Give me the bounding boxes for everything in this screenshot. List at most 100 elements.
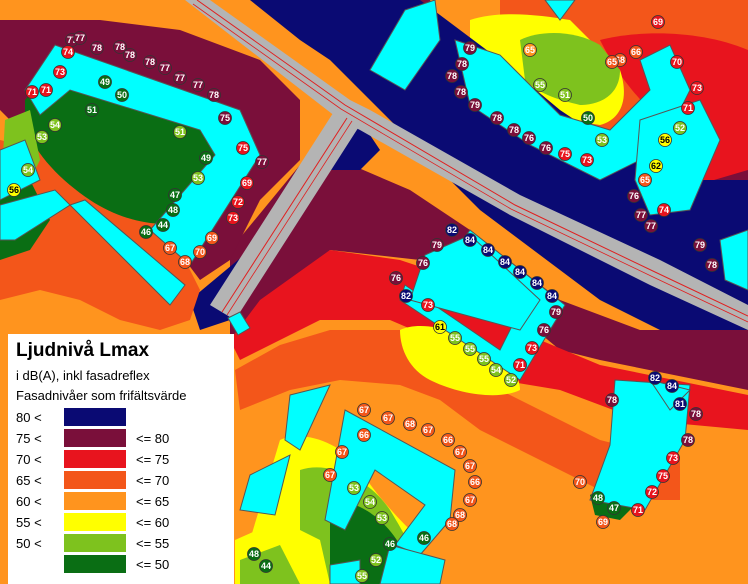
road-main [185, 0, 748, 330]
facade-level-marker: 78 [90, 41, 104, 55]
facade-level-dot [421, 423, 435, 437]
building-ur-right [634, 99, 721, 216]
facade-level-label: 78 [457, 59, 467, 69]
facade-level-label: 53 [377, 513, 387, 523]
facade-level-label: 53 [193, 173, 203, 183]
facade-level-dot [143, 55, 157, 69]
facade-level-marker: 71 [681, 101, 695, 115]
legend-row-3: 65 < <= 70 [16, 471, 226, 491]
facade-level-label: 79 [465, 43, 475, 53]
legend-swatch-7 [64, 555, 126, 573]
facade-level-marker: 78 [705, 258, 719, 272]
facade-level-label: 67 [455, 447, 465, 457]
facade-level-marker: 53 [375, 511, 389, 525]
road-center-line [196, 0, 748, 317]
facade-level-label: 75 [560, 149, 570, 159]
facade-level-label: 53 [349, 483, 359, 493]
facade-level-dot [445, 223, 459, 237]
facade-level-marker: 77 [158, 61, 172, 75]
facade-level-label: 78 [492, 113, 502, 123]
facade-level-label: 67 [465, 461, 475, 471]
facade-level-dot [658, 133, 672, 147]
facade-level-dot [490, 111, 504, 125]
legend-row-0: 80 < [16, 408, 226, 428]
facade-level-marker: 78 [143, 55, 157, 69]
facade-level-marker: 53 [35, 130, 49, 144]
facade-level-marker: 69 [240, 176, 254, 190]
facade-level-marker: 51 [558, 88, 572, 102]
facade-level-marker: 52 [673, 121, 687, 135]
building-slab-2 [69, 199, 186, 306]
facade-level-dot [530, 276, 544, 290]
facade-level-dot [651, 15, 665, 29]
facade-level-label: 76 [418, 258, 428, 268]
legend-swatch-4 [64, 492, 126, 510]
facade-level-label: 48 [249, 549, 259, 559]
facade-level-label: 67 [359, 405, 369, 415]
facade-level-dot [240, 176, 254, 190]
facade-level-label: 66 [443, 435, 453, 445]
facade-level-marker: 79 [463, 41, 477, 55]
facade-level-dot [629, 45, 643, 59]
facade-level-marker: 72 [231, 195, 245, 209]
facade-level-label: 75 [658, 471, 668, 481]
facade-level-label: 71 [683, 103, 693, 113]
legend-swatch-6 [64, 534, 126, 552]
facade-level-dot [665, 379, 679, 393]
facade-level-dot [463, 41, 477, 55]
road-branch-line [221, 117, 348, 313]
facade-level-marker: 77 [634, 208, 648, 222]
facade-level-marker: 66 [468, 475, 482, 489]
facade-level-marker: 69 [651, 15, 665, 29]
facade-level-label: 73 [423, 300, 433, 310]
facade-level-marker: 52 [369, 553, 383, 567]
facade-level-dot [666, 451, 680, 465]
legend-swatch-1 [64, 429, 126, 447]
facade-level-marker: 78 [113, 40, 127, 54]
facade-level-marker: 67 [421, 423, 435, 437]
facade-level-marker: 79 [693, 238, 707, 252]
facade-level-dot [255, 155, 269, 169]
facade-level-marker: 76 [522, 131, 536, 145]
facade-level-dot [193, 245, 207, 259]
facade-level-marker: 55 [448, 331, 462, 345]
facade-level-label: 84 [515, 267, 525, 277]
facade-level-dot [549, 305, 563, 319]
facade-level-label: 55 [535, 80, 545, 90]
facade-level-dot [481, 243, 495, 257]
facade-level-dot [463, 493, 477, 507]
facade-level-label: 78 [115, 42, 125, 52]
facade-level-marker: 54 [489, 363, 503, 377]
facade-level-marker: 44 [156, 218, 170, 232]
facade-level-marker: 54 [21, 163, 35, 177]
facade-level-marker: 68 [453, 508, 467, 522]
facade-level-label: 78 [683, 435, 693, 445]
legend-swatch-0 [64, 408, 126, 426]
facade-level-marker: 78 [689, 407, 703, 421]
facade-level-marker: 74 [657, 203, 671, 217]
facade-level-marker: 84 [545, 289, 559, 303]
facade-level-label: 78 [209, 90, 219, 100]
facade-level-dot [523, 43, 537, 57]
facade-level-label: 62 [651, 161, 661, 171]
facade-level-dot [173, 71, 187, 85]
facade-level-marker: 51 [173, 125, 187, 139]
facade-level-marker: 66 [357, 428, 371, 442]
building-right-edge [719, 229, 748, 291]
building-bottom [379, 544, 446, 584]
legend-upper-3: <= 70 [136, 473, 170, 488]
facade-level-label: 54 [50, 120, 60, 130]
facade-level-marker: 71 [25, 85, 39, 99]
facade-level-label: 55 [450, 333, 460, 343]
facade-level-marker: 61 [433, 320, 447, 334]
facade-level-marker: 84 [481, 243, 495, 257]
facade-level-label: 70 [672, 57, 682, 67]
facade-level-dot [649, 159, 663, 173]
building-ur [454, 39, 691, 181]
facade-level-marker: 67 [323, 468, 337, 482]
facade-level-dot [448, 331, 462, 345]
facade-level-dot [634, 208, 648, 222]
facade-level-dot [468, 98, 482, 112]
